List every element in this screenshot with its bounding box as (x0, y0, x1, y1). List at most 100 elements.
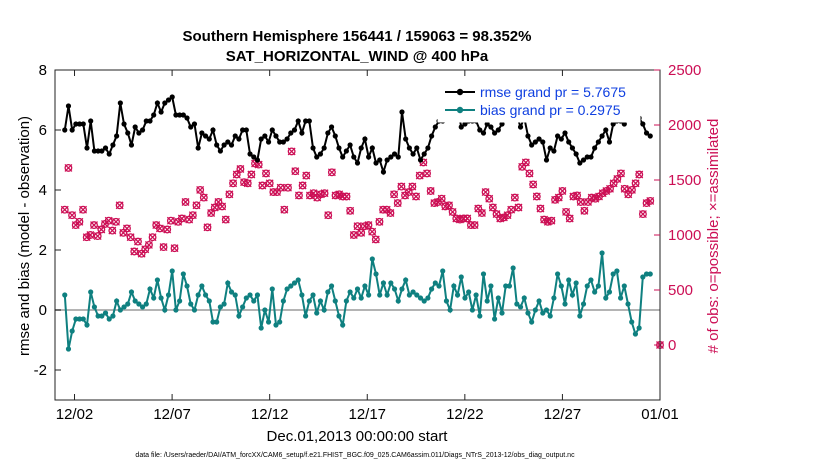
obs-assimilated-cross (412, 192, 421, 201)
bias-point (236, 313, 242, 319)
rmse-point (132, 124, 138, 130)
obs-assimilated-cross (558, 187, 567, 195)
obs-count-marker (93, 232, 102, 241)
obs-count-marker (342, 192, 351, 201)
obs-assimilated-cross (353, 222, 362, 231)
bias-point (280, 298, 286, 304)
obs-assimilated-cross (327, 168, 336, 177)
obs-count-marker (276, 183, 285, 192)
obs-count-marker (236, 165, 245, 173)
obs-possible-circle (97, 225, 106, 234)
rmse-point (332, 133, 338, 139)
obs-assimilated-cross (64, 163, 73, 172)
bias-point (599, 250, 605, 256)
bias-point (551, 295, 557, 301)
obs-assimilated-cross (617, 169, 625, 178)
rmse-point (325, 130, 331, 136)
bias-point (99, 313, 105, 319)
obs-count-marker (412, 192, 421, 201)
bias-point (332, 298, 338, 304)
rmse-point (143, 118, 149, 124)
obs-assimilated-cross (335, 190, 344, 199)
rmse-point (139, 127, 146, 133)
obs-assimilated-cross (445, 201, 453, 210)
rmse-point (214, 142, 220, 148)
rmse-point (588, 154, 594, 160)
bias-point (69, 328, 75, 334)
obs-assimilated-cross (298, 181, 307, 190)
rmse-point (577, 160, 583, 166)
obs-count-marker (123, 224, 131, 233)
bias-point (102, 310, 109, 316)
obs-count-marker (437, 194, 446, 203)
obs-assimilated-cross (346, 206, 355, 215)
obs-possible-circle (635, 170, 644, 179)
bias-point (151, 295, 157, 301)
obs-possible-circle (565, 214, 574, 223)
rmse-point (495, 127, 501, 133)
bias-point (569, 292, 576, 298)
rmse-point (421, 151, 427, 157)
rmse-point (258, 136, 264, 142)
rmse-point (610, 121, 616, 127)
obs-count-marker (532, 192, 541, 201)
obs-possible-circle (218, 202, 227, 211)
obs-count-marker (196, 185, 205, 194)
bias-point (165, 292, 172, 298)
obs-possible-circle (510, 193, 519, 202)
bias-point (440, 268, 446, 274)
obs-count-marker (108, 226, 117, 235)
bias-point (147, 286, 153, 292)
obs-assimilated-cross (368, 227, 377, 236)
obs-count-marker (529, 180, 538, 189)
bias-point (566, 277, 572, 283)
obs-possible-circle (112, 217, 120, 226)
obs-assimilated-cross (115, 201, 124, 210)
rmse-point (569, 145, 576, 151)
bias-point (458, 274, 464, 280)
bias-point (377, 292, 383, 298)
bias-point (366, 292, 372, 298)
obs-count-marker (514, 203, 523, 212)
obs-possible-circle (229, 179, 238, 188)
bias-point (325, 289, 331, 295)
rmse-point (592, 145, 598, 151)
bias-point (436, 283, 442, 289)
bias-point (521, 295, 527, 301)
obs-assimilated-cross (60, 205, 69, 214)
bias-point (403, 277, 409, 283)
rmse-point (562, 130, 568, 136)
rmse-point (295, 118, 301, 124)
bias-point (540, 310, 546, 316)
obs-possible-circle (532, 192, 541, 201)
obs-possible-circle (521, 158, 530, 167)
obs-count-marker (126, 233, 135, 242)
bias-point (532, 307, 538, 313)
obs-count-marker (294, 191, 303, 200)
obs-assimilated-cross (181, 198, 190, 206)
rmse-point (606, 139, 613, 145)
obs-assimilated-cross (236, 165, 245, 173)
obs-assimilated-cross (75, 217, 84, 226)
obs-assimilated-cross (221, 215, 230, 224)
bias-point (254, 292, 261, 298)
obs-possible-circle (123, 224, 131, 233)
rmse-point (262, 133, 268, 139)
rmse-point (517, 124, 524, 130)
bias-point (480, 271, 487, 277)
obs-possible-circle (327, 168, 336, 177)
rmse-point (169, 94, 175, 100)
rmse-point (566, 139, 572, 145)
bias-point (88, 289, 94, 295)
rmse-point (251, 154, 257, 160)
obs-possible-circle (437, 194, 446, 203)
bias-point (351, 295, 357, 301)
obs-assimilated-cross (408, 182, 417, 191)
obs-count-marker (199, 193, 208, 202)
chart-title-line1: Southern Hemisphere 156441 / 159063 = 98… (183, 28, 532, 45)
obs-assimilated-cross (573, 191, 582, 200)
obs-assimilated-cross (576, 198, 585, 206)
obs-possible-circle (221, 215, 230, 224)
bias-point (154, 277, 160, 283)
rmse-point (603, 127, 609, 133)
